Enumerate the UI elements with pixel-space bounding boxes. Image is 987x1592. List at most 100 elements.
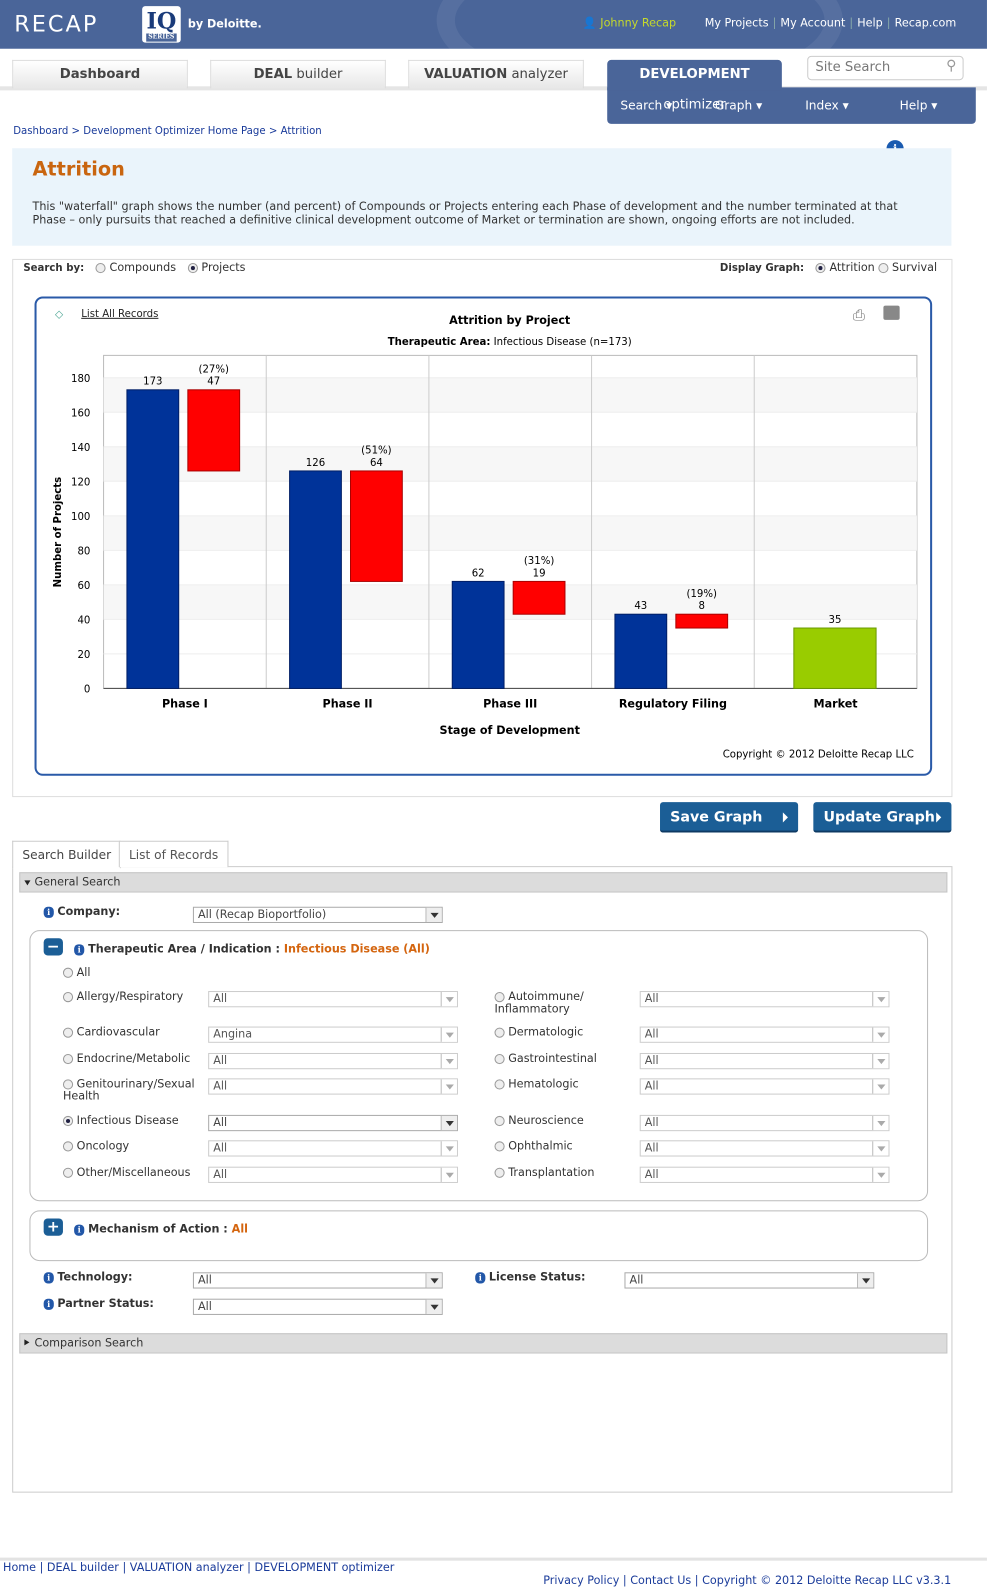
ta-option[interactable]: Infectious Disease xyxy=(62,1114,205,1127)
footer-valuation[interactable]: VALUATION analyzer xyxy=(129,1560,244,1574)
info-icon[interactable]: i xyxy=(475,1272,486,1284)
footer-home[interactable]: Home xyxy=(3,1560,37,1574)
radio-ta[interactable] xyxy=(62,1027,74,1038)
radio-ta[interactable] xyxy=(494,1115,505,1127)
tab-dashboard[interactable]: Dashboard xyxy=(12,59,188,89)
ta-option[interactable]: Dermatologic xyxy=(494,1026,636,1039)
partner-select[interactable]: All xyxy=(192,1298,443,1315)
chart-subtitle: Therapeutic Area: Infectious Disease (n=… xyxy=(388,337,632,348)
ta-option[interactable]: Endocrine/Metabolic xyxy=(62,1052,205,1065)
my-account-link[interactable]: My Account xyxy=(780,16,846,30)
technology-select[interactable]: All xyxy=(192,1272,443,1289)
chevron-down-icon xyxy=(872,1027,889,1042)
list-all-records-link[interactable]: List All Records xyxy=(81,308,159,320)
info-icon[interactable]: i xyxy=(43,1298,54,1310)
ta-option[interactable]: Gastrointestinal xyxy=(494,1052,636,1065)
ta-option[interactable]: Other/Miscellaneous xyxy=(62,1166,205,1179)
ta-option[interactable]: Allergy/Respiratory xyxy=(62,991,205,1003)
expand-icon[interactable]: + xyxy=(43,1218,63,1236)
radio-ta[interactable] xyxy=(494,1079,505,1090)
radio-ta[interactable] xyxy=(62,992,74,1003)
breadcrumb-dashboard[interactable]: Dashboard xyxy=(13,125,69,138)
partner-label: i Partner Status: xyxy=(43,1297,154,1310)
company-select[interactable]: All (Recap Bioportfolio) xyxy=(192,906,443,923)
radio-survival[interactable] xyxy=(878,262,889,274)
general-search-toggle[interactable]: General Search xyxy=(19,872,948,893)
radio-all[interactable] xyxy=(62,967,74,978)
ta-option[interactable]: Oncology xyxy=(62,1140,205,1152)
license-select[interactable]: All xyxy=(624,1272,875,1289)
menu-index[interactable]: Index ▾ xyxy=(805,98,849,113)
radio-ta[interactable] xyxy=(62,1079,74,1090)
ta-indication-select[interactable]: All xyxy=(208,991,458,1008)
ta-indication-select[interactable]: All xyxy=(639,1078,890,1095)
tab-deal-builder[interactable]: DEAL builder xyxy=(210,59,386,89)
recap-logo[interactable]: RECAP xyxy=(14,12,99,38)
radio-projects[interactable] xyxy=(187,262,198,274)
menu-search[interactable]: Search ▾ xyxy=(620,98,673,113)
footer-deal[interactable]: DEAL builder xyxy=(46,1560,119,1574)
ta-indication-select[interactable]: All xyxy=(208,1140,458,1157)
print-icon[interactable]: ⎙ xyxy=(852,305,866,324)
recap-link[interactable]: Recap.com xyxy=(894,16,957,30)
user-name[interactable]: 👤 Johnny Recap xyxy=(582,16,677,30)
radio-ta[interactable] xyxy=(494,1053,505,1065)
ta-all-option[interactable]: All xyxy=(62,966,91,979)
save-graph-button[interactable]: Save Graph xyxy=(660,802,799,833)
comparison-search-toggle[interactable]: Comparison Search xyxy=(19,1333,948,1354)
radio-compounds[interactable] xyxy=(95,262,106,274)
ta-indication-select[interactable]: All xyxy=(208,1114,458,1132)
footer-development[interactable]: DEVELOPMENT optimizer xyxy=(254,1560,395,1574)
tab-valuation-analyzer[interactable]: VALUATION analyzer xyxy=(408,59,584,89)
tab-search-builder[interactable]: Search Builder xyxy=(12,840,122,869)
radio-ta[interactable] xyxy=(62,1141,74,1152)
info-icon[interactable]: i xyxy=(74,1224,85,1236)
ta-option[interactable]: Hematologic xyxy=(494,1078,636,1090)
ta-option[interactable]: Genitourinary/Sexual Health xyxy=(62,1077,195,1103)
site-search-input[interactable]: Site Search ⚲ xyxy=(807,55,964,81)
radio-ta[interactable] xyxy=(494,1027,505,1038)
ta-indication-select[interactable]: All xyxy=(208,1078,458,1095)
ta-option[interactable]: Transplantation xyxy=(494,1166,636,1179)
breadcrumb-dev-home[interactable]: Development Optimizer Home Page xyxy=(83,125,266,138)
info-icon[interactable]: i xyxy=(43,906,54,918)
my-projects-link[interactable]: My Projects xyxy=(704,16,769,30)
contact-link[interactable]: Contact Us xyxy=(630,1573,692,1588)
radio-ta[interactable] xyxy=(494,1141,505,1152)
breadcrumb-attrition[interactable]: Attrition xyxy=(280,125,322,138)
ta-option[interactable]: Ophthalmic xyxy=(494,1140,636,1152)
radio-attrition[interactable] xyxy=(815,262,826,274)
x-axis-title: Stage of Development xyxy=(440,724,581,737)
ta-indication-select[interactable]: All xyxy=(639,1052,890,1070)
camera-icon[interactable] xyxy=(883,305,900,320)
moa-group xyxy=(29,1210,929,1262)
radio-ta[interactable] xyxy=(62,1053,74,1065)
tab-list-of-records[interactable]: List of Records xyxy=(118,840,229,868)
ta-indication-select[interactable]: All xyxy=(639,1026,890,1043)
collapse-icon[interactable]: − xyxy=(43,938,63,956)
ta-indication-select[interactable]: All xyxy=(639,1166,890,1183)
info-icon[interactable]: i xyxy=(74,944,85,956)
menu-help[interactable]: Help ▾ xyxy=(899,98,938,113)
help-link[interactable]: Help xyxy=(857,16,883,30)
ta-indication-select[interactable]: All xyxy=(639,991,890,1008)
update-graph-button[interactable]: Update Graph xyxy=(813,802,952,833)
ta-option[interactable]: Neuroscience xyxy=(494,1114,636,1127)
ta-option[interactable]: Autoimmune/ Inflammatory xyxy=(494,990,584,1016)
tab-development-optimizer[interactable]: DEVELOPMENT optimizer xyxy=(607,59,782,113)
ta-indication-select[interactable]: All xyxy=(208,1052,458,1070)
ta-indication-select[interactable]: All xyxy=(208,1166,458,1183)
info-icon[interactable]: i xyxy=(43,1272,54,1284)
ta-option[interactable]: Cardiovascular xyxy=(62,1026,205,1039)
radio-ta[interactable] xyxy=(62,1167,74,1178)
ta-indication-select[interactable]: Angina xyxy=(208,1026,458,1043)
privacy-link[interactable]: Privacy Policy xyxy=(543,1573,620,1588)
list-records-icon[interactable]: ⬦ xyxy=(54,306,64,321)
search-icon[interactable]: ⚲ xyxy=(946,57,957,75)
ta-indication-select[interactable]: All xyxy=(639,1140,890,1157)
radio-ta[interactable] xyxy=(62,1115,74,1127)
radio-ta[interactable] xyxy=(494,1167,505,1178)
menu-graph[interactable]: Graph ▾ xyxy=(714,98,763,113)
radio-ta[interactable] xyxy=(494,992,505,1003)
ta-indication-select[interactable]: All xyxy=(639,1114,890,1132)
